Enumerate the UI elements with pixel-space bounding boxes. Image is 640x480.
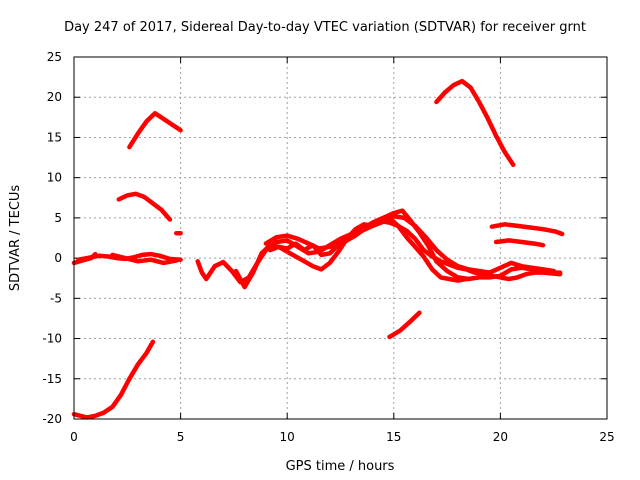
series-line-13 (489, 222, 565, 237)
series-line-12 (434, 78, 516, 168)
y-tick-label: 20 (47, 90, 62, 104)
grid (74, 57, 607, 419)
y-tick-label: 5 (54, 211, 62, 225)
y-tick-label: -20 (42, 412, 62, 426)
series-line-6 (116, 191, 173, 222)
y-tick-label: -5 (50, 291, 62, 305)
series-line-11 (267, 218, 563, 282)
y-tick-label: -10 (42, 332, 62, 346)
plot-frame (73, 56, 608, 420)
data-series (71, 78, 565, 420)
y-axis-label: SDTVAR / TECUs (8, 185, 23, 292)
x-tick-label: 0 (70, 430, 78, 444)
chart-title: Day 247 of 2017, Sidereal Day-to-day VTE… (64, 20, 586, 35)
y-tick-label: -15 (42, 372, 62, 386)
y-tick-label: 15 (47, 130, 62, 144)
y-tick-label: 0 (54, 251, 62, 265)
series-line-9 (233, 215, 469, 290)
series-line-4 (110, 252, 179, 266)
series-line-1 (71, 339, 156, 420)
tick-labels: 0 5 10 15 20 25 -20 -15 -10 -5 0 5 10 15 20 25 (42, 50, 614, 444)
x-tick-label: 10 (280, 430, 295, 444)
series-line-5 (127, 111, 183, 150)
x-tick-label: 15 (386, 430, 401, 444)
x-axis-label: GPS time / hours (286, 459, 395, 474)
y-tick-label: 25 (47, 50, 62, 64)
x-tick-label: 5 (177, 430, 185, 444)
series-line-14 (493, 238, 546, 248)
x-tick-label: 25 (599, 430, 614, 444)
y-tick-label: 10 (47, 171, 62, 185)
series-line-15 (387, 310, 422, 340)
x-tick-label: 20 (493, 430, 508, 444)
